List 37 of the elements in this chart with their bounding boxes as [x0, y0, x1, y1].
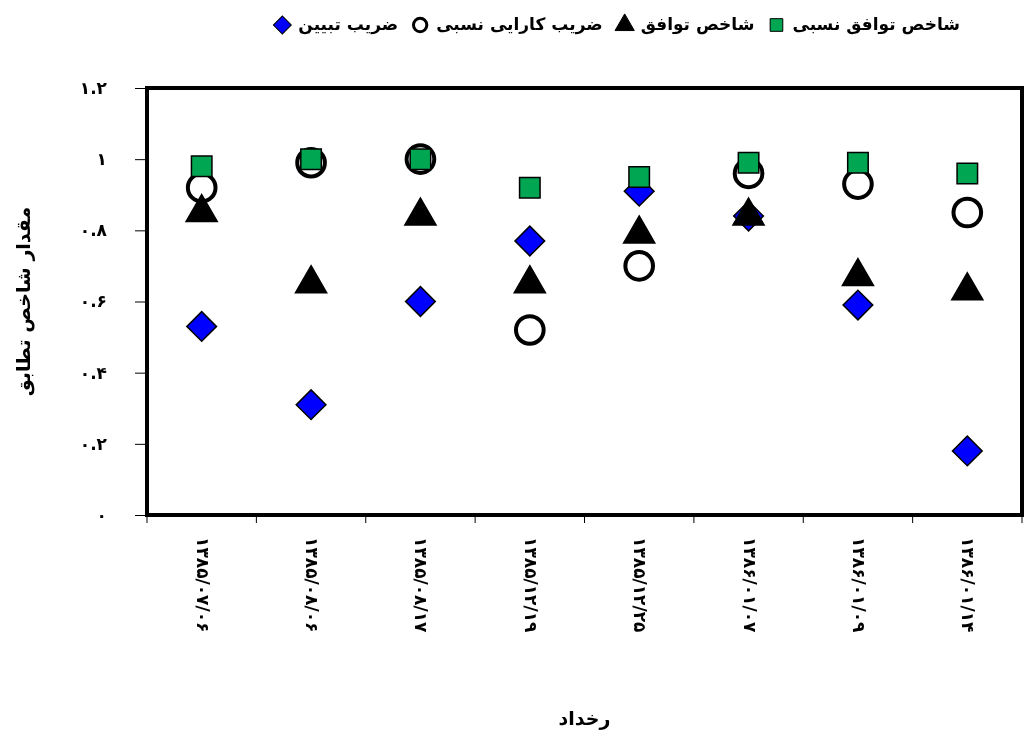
point: [951, 435, 983, 467]
legend-label: ضریب تبیین: [298, 14, 399, 35]
legend-label: شاخص توافق نسبی: [792, 14, 960, 35]
x-tick-label: ۱۳۸۶/۰۱/۰۷: [739, 537, 760, 634]
point: [190, 155, 213, 178]
point: [951, 196, 984, 229]
y-tick-label: ۱: [96, 149, 107, 170]
point: [956, 162, 979, 185]
point: [842, 289, 874, 321]
y-tick-label: ۰.۴: [79, 362, 107, 383]
y-tick-label: ۰.۶: [79, 291, 107, 312]
point: [513, 314, 546, 346]
x-tick-label: ۱۳۸۵/۱۲/۱۹: [520, 537, 541, 634]
point: [628, 165, 651, 188]
point: [404, 285, 437, 318]
point: [846, 151, 869, 174]
point: [623, 250, 656, 282]
x-tick-label: ۱۳۸۵/۰۸/۰۶: [302, 537, 323, 633]
point: [295, 146, 327, 179]
y-axis-title: مقدار شاخص تطابق: [12, 206, 35, 397]
point: [737, 151, 760, 174]
x-tick-label: ۱۳۸۶/۰۱/۱۴: [958, 537, 979, 633]
point: [295, 389, 327, 421]
legend-label: ضریب کارایی نسبی: [436, 14, 603, 35]
x-tick-label: ۱۳۸۵/۰۸/۱۷: [411, 537, 432, 634]
y-tick-label: ۰: [96, 504, 107, 525]
point: [186, 310, 218, 342]
y-tick-label: ۱.۲: [79, 77, 108, 98]
x-tick-label: ۱۳۸۵/۱۲/۲۵: [630, 537, 651, 633]
point: [518, 176, 541, 199]
x-axis-title: رخداد: [558, 707, 611, 730]
y-tick-label: ۰.۲: [79, 433, 108, 454]
y-tick-label: ۰.۸: [79, 220, 108, 241]
x-tick-label: ۱۳۸۵/۰۷/۰۶: [192, 537, 213, 633]
x-tick-label: ۱۳۸۶/۰۱/۰۹: [848, 537, 869, 634]
legend-label: شاخص توافق: [640, 14, 755, 35]
point: [514, 225, 546, 257]
